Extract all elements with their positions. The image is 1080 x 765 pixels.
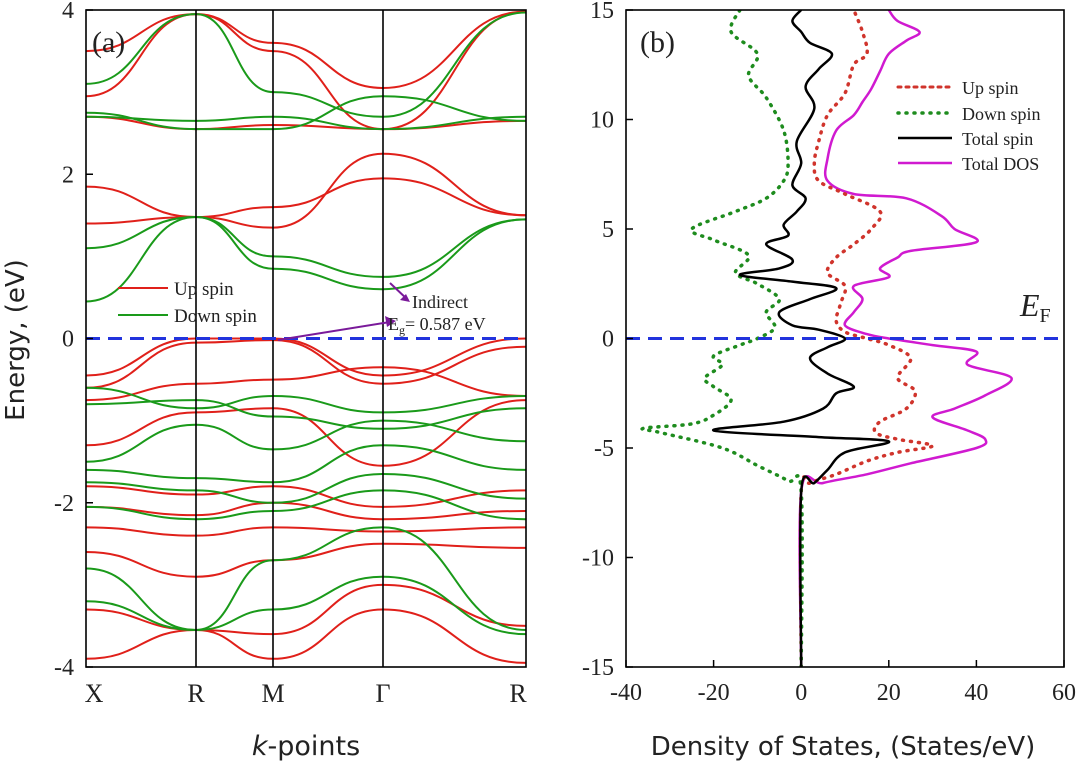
down-spin-band-9 [86, 472, 526, 504]
down-spin-band-4 [86, 215, 526, 278]
fermi-label: EF [1019, 287, 1051, 327]
up-spin-band-12 [86, 542, 526, 578]
energy-tick-label-1: -2 [54, 491, 74, 517]
up-spin-band-11 [86, 526, 526, 537]
gap-arrow [277, 321, 391, 341]
dos-energy-tick-label-1: -10 [582, 546, 614, 572]
down-spin-band-10 [86, 489, 526, 521]
k-point-label-1: R [187, 679, 205, 708]
energy-tick-label-3: 2 [62, 162, 74, 188]
energy-tick-label-2: 0 [62, 327, 74, 353]
energy-tick-label-4: 4 [62, 0, 74, 24]
dos-energy-tick-label-0: -15 [582, 655, 614, 681]
up-spin-band-3 [86, 10, 526, 131]
dos-x-tick-label-3: 20 [877, 680, 901, 706]
k-points-axis-title: k-points [252, 731, 360, 762]
band-lines [86, 10, 526, 664]
up-spin-band-6 [86, 339, 526, 389]
k-point-label-3: Γ [375, 679, 390, 708]
dos-panel: -15 -10 -5 0 5 10 15 -40 -20 0 20 40 60 (b) Density… [582, 0, 1076, 762]
dos-x-ticks: -40 -20 0 20 40 60 [610, 660, 1076, 706]
gap-arrow-head [385, 316, 396, 327]
dos-x-tick-label-1: -20 [698, 680, 730, 706]
panel-a-label: (a) [92, 26, 125, 59]
dos-x-tick-label-4: 40 [964, 680, 988, 706]
down-spin-band-6 [86, 399, 526, 430]
gap-value: = 0.587 eV [405, 314, 486, 334]
legend-total-spin-label: Total spin [962, 129, 1033, 149]
gap-label: Eg= 0.587 eV [388, 314, 486, 337]
panel-b-label: (b) [640, 26, 675, 59]
energy-axis-title: Energy, (eV) [1, 259, 31, 421]
down-spin-band-2 [86, 115, 526, 131]
down-spin-band-8 [86, 444, 526, 484]
dos-x-tick-label-2: 0 [795, 680, 807, 706]
fermi-label-e: E [1019, 287, 1040, 323]
legend-up-spin-label: Up spin [174, 279, 234, 300]
down-spin-band-1 [86, 95, 526, 131]
dos-series-2 [712, 10, 891, 667]
dos-energy-tick-label-5: 10 [590, 108, 614, 134]
gap-subscript: g [399, 323, 405, 337]
down-spin-band-11 [86, 526, 526, 632]
dos-x-tick-label-0: -40 [610, 680, 642, 706]
dos-energy-tick-label-6: 15 [590, 0, 614, 24]
legend-down-spin-label: Down spin [174, 306, 257, 327]
indirect-arrow-head [400, 294, 410, 302]
down-spin-band-5 [86, 386, 526, 414]
up-spin-band-10 [86, 501, 526, 521]
up-spin-band-7 [86, 366, 526, 402]
up-spin-band-9 [86, 485, 526, 508]
dos-series-0 [798, 10, 935, 667]
indirect-label: Indirect [412, 292, 468, 312]
k-points-suffix: -points [267, 731, 360, 762]
k-point-label-0: X [85, 679, 104, 708]
dos-curves [640, 10, 1013, 667]
k-point-label-2: M [261, 679, 284, 708]
dos-energy-tick-label-2: -5 [594, 436, 614, 462]
k-italic: k [252, 731, 269, 762]
legend-dos-down-label: Down spin [962, 104, 1041, 124]
gap-annotation: Indirect Eg= 0.587 eV [277, 282, 486, 341]
up-spin-band-14 [86, 608, 526, 664]
up-spin-band-1 [86, 177, 526, 219]
dos-series-3 [798, 10, 1013, 667]
fermi-label-sub: F [1040, 305, 1051, 327]
dos-energy-tick-label-4: 5 [602, 217, 614, 243]
up-spin-band-8 [86, 399, 526, 467]
up-spin-band-13 [86, 583, 526, 636]
legend-dos-up-label: Up spin [962, 78, 1019, 98]
band-legend: Up spin Down spin [118, 279, 257, 327]
dos-energy-ticks: -15 -10 -5 0 5 10 15 [582, 0, 633, 681]
down-spin-band-12 [86, 575, 526, 636]
legend-total-dos-label: Total DOS [962, 154, 1039, 174]
up-spin-band-2 [86, 152, 526, 229]
dos-axis-title: Density of States, (States/eV) [651, 732, 1036, 762]
up-spin-band-0 [86, 10, 526, 98]
energy-tick-label-0: -4 [54, 655, 74, 681]
gap-symbol: E [388, 314, 399, 334]
dos-x-tick-label-5: 60 [1052, 680, 1076, 706]
energy-axis-ticks: -4 -2 0 2 4 [54, 0, 93, 681]
dos-energy-tick-label-3: 0 [602, 327, 614, 353]
dos-legend: Up spin Down spin Total spin Total DOS [896, 78, 1041, 174]
k-point-label-4: R [509, 679, 527, 708]
